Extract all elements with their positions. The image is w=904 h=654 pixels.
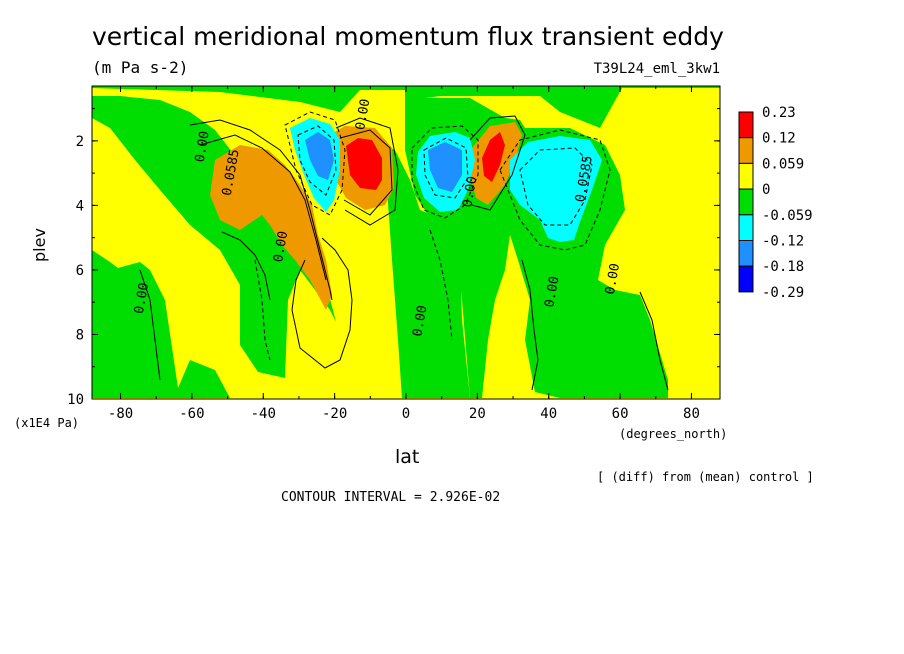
colorbar-swatch (738, 111, 754, 139)
colorbar-label: 0.23 (762, 105, 796, 121)
contour-label: 0.00 (410, 304, 430, 337)
region-red-nh (482, 132, 505, 182)
contour-label: 0.00 (460, 175, 480, 208)
y-tick-label: 6 (76, 263, 84, 279)
x-axis-units: (degrees_north) (619, 427, 728, 441)
colorbar-label: 0 (762, 182, 770, 198)
run-label: T39L24_eml_3kw1 (593, 61, 720, 77)
x-tick-label: -60 (179, 406, 204, 422)
colorbar: 0.23 0.12 0.059 0 -0.059 -0.12 -0.18 -0.29 (738, 105, 813, 301)
region-green-sh-west (92, 86, 720, 128)
region-blue-sh (305, 132, 334, 180)
region-orange-sh (210, 145, 332, 310)
colorbar-label: 0.12 (762, 131, 796, 147)
region-green-central (372, 140, 470, 398)
colorbar-label: -0.059 (762, 208, 813, 224)
negative-contour-lines (254, 111, 611, 361)
contour-label: 0.00 (193, 130, 213, 163)
x-tick-label: 20 (469, 406, 486, 422)
x-tick-label: 40 (540, 406, 557, 422)
y-tick-label: 4 (76, 198, 84, 214)
x-tick-label: -80 (108, 406, 133, 422)
y-axis-ticks: 2 4 6 8 10 (67, 108, 720, 408)
y-tick-label: 10 (67, 392, 84, 408)
region-red-sh (346, 138, 382, 190)
colorbar-label: -0.18 (762, 259, 804, 275)
diff-note: [ (diff) from (mean) control ] (597, 470, 814, 484)
region-cyan-nh-east (510, 136, 602, 242)
contour-interval: CONTOUR INTERVAL = 2.926E-02 (281, 490, 501, 505)
contour-label: 0.00 (542, 275, 562, 308)
y-tick-label: 8 (76, 327, 84, 343)
colorbar-swatch (738, 240, 754, 267)
x-tick-label: -40 (251, 406, 276, 422)
colorbar-label: -0.29 (762, 285, 804, 301)
contour-lines (139, 115, 669, 391)
colorbar-swatch (738, 137, 754, 164)
contour-label: 0.00 (271, 230, 291, 263)
chart-units: (m Pa s-2) (92, 58, 189, 77)
y-axis-units: (x1E4 Pa) (14, 416, 80, 430)
contour-label: 0.00 (603, 262, 623, 295)
chart-title: vertical meridional momentum flux transi… (92, 22, 724, 51)
y-axis-label: plev (30, 228, 49, 262)
colorbar-swatch (738, 265, 754, 293)
contour-label: 0.00 (132, 282, 152, 315)
x-axis-label: lat (395, 446, 420, 468)
x-axis-ticks: -80 -60 -40 -20 0 20 40 60 80 (108, 86, 700, 422)
y-tick-label: 2 (76, 134, 84, 150)
region-blue-nh (428, 142, 462, 192)
region-green-sh-polar (92, 96, 336, 378)
x-tick-label: 80 (683, 406, 700, 422)
colorbar-swatch (738, 214, 754, 242)
x-tick-label: 0 (402, 406, 410, 422)
x-tick-label: -20 (322, 406, 347, 422)
contour-labels: 0.000.05850.000.000.000.000.000.000.0585… (132, 98, 623, 338)
colorbar-label: -0.12 (762, 234, 804, 250)
colorbar-swatch (738, 162, 754, 190)
x-tick-label: 60 (612, 406, 629, 422)
region-green-sh-edge (92, 250, 230, 398)
contour-label: 0.00 (353, 98, 373, 131)
colorbar-label: 0.059 (762, 156, 804, 172)
filled-contours (92, 86, 720, 399)
colorbar-swatch (738, 188, 754, 216)
